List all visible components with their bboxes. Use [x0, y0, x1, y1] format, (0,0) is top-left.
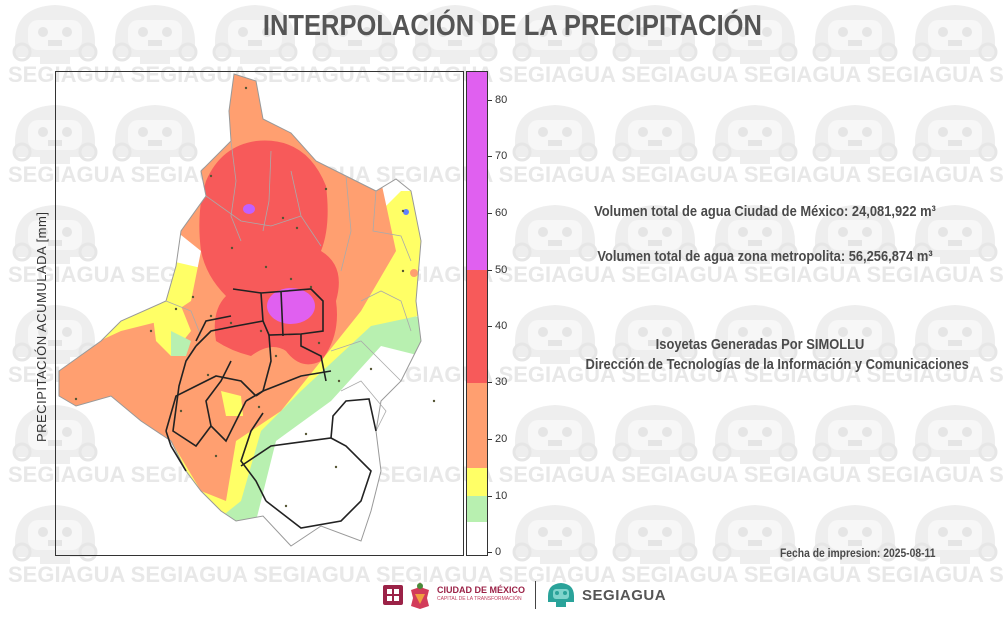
- colorbar-range-30-50: [467, 270, 487, 383]
- precipitation-colorbar: [466, 71, 488, 556]
- map-canvas: [58, 73, 436, 547]
- cdmx-emblem-icon: [411, 582, 429, 609]
- cdmx-logo-text: CIUDAD DE MÉXICO CAPITAL DE LA TRANSFORM…: [437, 586, 525, 604]
- direccion-credit: Dirección de Tecnologías de la Informaci…: [585, 356, 969, 373]
- svg-text:SEGIAGUA SEGIAGUA SEGIAGUA SEG: SEGIAGUA SEGIAGUA SEGIAGUA SEGIAGUA SEGI…: [8, 562, 1005, 587]
- colorbar-tick: 80: [488, 94, 507, 106]
- colorbar-range-15-30: [467, 383, 487, 468]
- colorbar-tick: 20: [488, 433, 507, 445]
- segiagua-mask-icon: [548, 583, 575, 607]
- cdmx-logo-sub: CAPITAL DE LA TRANSFORMACIÓN: [437, 596, 522, 602]
- footer-divider: [535, 581, 537, 609]
- svg-text:SEGIAGUA SEGIAGUA SEGIAGUA SEG: SEGIAGUA SEGIAGUA SEGIAGUA SEGIAGUA SEGI…: [8, 162, 1005, 187]
- colorbar-tick: 40: [488, 320, 507, 332]
- colorbar-tick: 60: [488, 207, 507, 219]
- segiagua-logo-text: SEGIAGUA: [582, 586, 667, 604]
- colorbar-tick: 50: [488, 264, 507, 276]
- colorbar-range-5-10: [467, 496, 487, 522]
- colorbar-tick: 30: [488, 376, 507, 388]
- cdmx-logo-main: CIUDAD DE MÉXICO: [437, 585, 526, 595]
- colorbar-tick: 0: [488, 546, 501, 558]
- volume-cdmx-text: Volumen total de agua Ciudad de México: …: [594, 203, 936, 220]
- precipitation-map[interactable]: [55, 71, 464, 556]
- colorbar-range-50-85: [467, 72, 487, 270]
- isoyetas-credit: Isoyetas Generadas Por SIMOLLU: [655, 336, 865, 353]
- svg-text:SEGIAGUA SEGIAGUA SEGIAGUA SEG: SEGIAGUA SEGIAGUA SEGIAGUA SEGIAGUA SEGI…: [8, 462, 1005, 487]
- colorbar-tick: 10: [488, 490, 507, 502]
- volume-metro-text: Volumen total de agua zona metropolita: …: [597, 248, 933, 265]
- svg-text:SEGIAGUA SEGIAGUA SEGIAGUA SEG: SEGIAGUA SEGIAGUA SEGIAGUA SEGIAGUA SEGI…: [8, 62, 1005, 87]
- colorbar-axis-label: PRECIPITACIÓN ACUMULADA [mm]: [34, 211, 49, 442]
- colorbar-range-10-15: [467, 468, 487, 496]
- page-title: INTERPOLACIÓN DE LA PRECIPITACIÓN: [262, 10, 762, 42]
- colorbar-range-0-5: [467, 522, 487, 555]
- colorbar-tick: 70: [488, 150, 507, 162]
- footer-logos: CIUDAD DE MÉXICO CAPITAL DE LA TRANSFORM…: [383, 578, 666, 612]
- government-shield-icon: [383, 585, 403, 605]
- print-date: Fecha de impresion: 2025-08-11: [780, 546, 936, 560]
